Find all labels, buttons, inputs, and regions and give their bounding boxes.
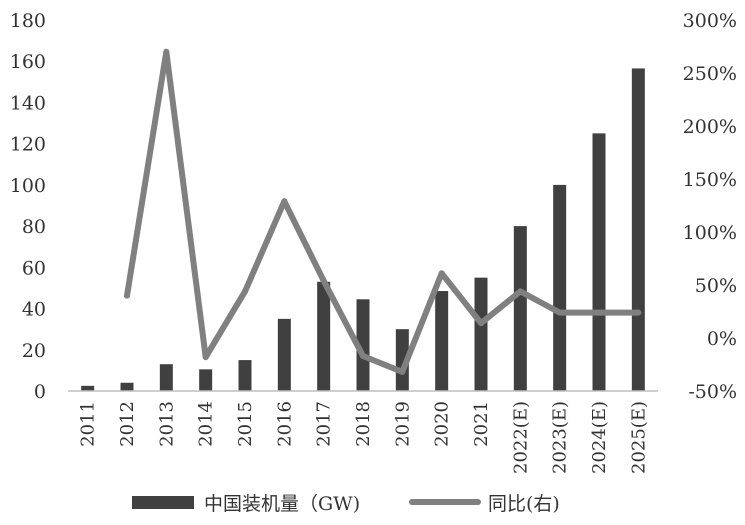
legend-bar-label: 中国装机量（GW) xyxy=(204,493,360,515)
right-tick-label: 0% xyxy=(707,328,737,350)
left-axis-ticks: 0 20 40 60 80 100 120 140 160 180 xyxy=(10,10,46,403)
left-tick-label: 80 xyxy=(22,216,46,238)
x-tick-label: 2012 xyxy=(117,401,138,447)
x-tick-label: 2020 xyxy=(432,401,453,447)
left-tick-label: 20 xyxy=(22,340,46,362)
legend: 中国装机量（GW) 同比(右) xyxy=(132,493,560,515)
bar xyxy=(317,281,331,391)
yoy-point xyxy=(202,354,209,361)
line-series xyxy=(124,48,642,375)
left-tick-label: 160 xyxy=(10,51,46,73)
right-axis-ticks: -50% 0% 50% 100% 150% 200% 250% 300% xyxy=(683,10,737,403)
yoy-point xyxy=(635,309,642,316)
left-tick-label: 180 xyxy=(10,10,46,32)
left-tick-label: 40 xyxy=(22,299,46,321)
yoy-line xyxy=(124,48,642,375)
x-tick-label: 2017 xyxy=(314,401,335,447)
yoy-point xyxy=(320,277,327,284)
yoy-point xyxy=(124,292,130,299)
right-tick-label: 50% xyxy=(695,275,737,297)
x-tick-label: 2021 xyxy=(471,401,492,447)
yoy-point xyxy=(163,48,170,55)
yoy-point xyxy=(281,198,288,205)
x-tick-label: 2018 xyxy=(353,401,374,447)
left-tick-label: 120 xyxy=(10,134,46,156)
bar xyxy=(238,360,252,391)
left-tick-label: 0 xyxy=(34,381,46,403)
left-tick-label: 140 xyxy=(10,92,46,114)
yoy-point xyxy=(438,270,445,277)
right-tick-label: 300% xyxy=(683,10,737,32)
x-tick-label: 2024(E) xyxy=(589,401,610,474)
x-tick-label: 2013 xyxy=(156,401,177,447)
x-tick-label: 2022(E) xyxy=(510,401,531,474)
x-axis-ticks: 2011 2012 2013 2014 2015 2016 2017 2018 2019 2020… xyxy=(78,401,650,474)
bar xyxy=(553,184,567,391)
bar xyxy=(474,277,488,391)
yoy-point xyxy=(360,353,366,360)
legend-bar-swatch xyxy=(132,496,194,509)
bar xyxy=(120,382,134,391)
x-tick-label: 2023(E) xyxy=(550,401,571,474)
left-tick-label: 60 xyxy=(22,257,46,279)
bar xyxy=(513,226,527,391)
x-tick-label: 2025(E) xyxy=(628,401,649,474)
bar xyxy=(395,329,409,391)
yoy-point xyxy=(399,368,406,375)
bar xyxy=(277,318,291,391)
bar xyxy=(159,364,173,391)
yoy-point xyxy=(556,309,563,316)
bar xyxy=(435,291,449,391)
yoy-point xyxy=(478,320,484,327)
bar xyxy=(592,133,606,391)
yoy-point xyxy=(596,309,602,316)
right-tick-label: 200% xyxy=(683,116,737,138)
bar xyxy=(199,369,213,391)
yoy-point xyxy=(242,288,248,295)
right-tick-label: 250% xyxy=(683,63,737,85)
right-tick-label: 150% xyxy=(683,169,737,191)
bar xyxy=(356,299,370,391)
bar xyxy=(631,68,645,392)
x-tick-label: 2019 xyxy=(392,401,413,447)
yoy-point xyxy=(517,288,524,295)
x-tick-label: 2015 xyxy=(235,401,256,447)
left-tick-label: 100 xyxy=(10,175,46,197)
right-tick-label: -50% xyxy=(688,381,737,403)
x-tick-label: 2014 xyxy=(196,401,217,447)
x-tick-label: 2011 xyxy=(78,401,99,447)
x-tick-label: 2016 xyxy=(274,401,295,447)
bar xyxy=(81,385,95,391)
bar-series xyxy=(81,68,645,392)
right-tick-label: 100% xyxy=(683,222,737,244)
legend-line-label: 同比(右) xyxy=(488,493,560,515)
